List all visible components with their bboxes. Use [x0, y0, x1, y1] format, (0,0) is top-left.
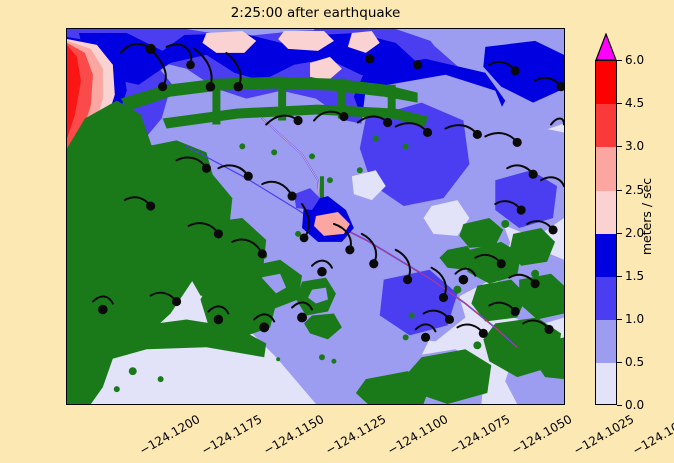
- colorbar[interactable]: 6.0 4.5 3.0 2.5 2.0 1.5 1.0 0.5 0.0: [595, 28, 644, 412]
- x-tickmark: [443, 404, 444, 405]
- colorbar-band-1.0-1.5: [596, 277, 616, 321]
- colorbar-tick-label: 4.5: [625, 96, 645, 111]
- colorbar-band-0.5-1.0: [596, 320, 616, 364]
- velocity-field-map: [67, 29, 564, 404]
- colorbar-tick-label: 1.5: [625, 269, 645, 283]
- colorbar-tickmark: [617, 405, 622, 407]
- colorbar-tickmark: [617, 319, 622, 321]
- x-tick-label: −124.1000: [630, 412, 674, 458]
- colorbar-tick-label: 6.0: [625, 53, 645, 67]
- colorbar-tick-label: 2.0: [625, 225, 645, 240]
- x-tick-label: −124.1075: [447, 412, 513, 458]
- triangle-up-icon: [595, 33, 617, 61]
- colorbar-tickmark: [617, 189, 622, 191]
- colorbar-band-4.5-6.0: [596, 61, 616, 105]
- x-tickmark: [195, 404, 196, 405]
- y-tickmark: [66, 244, 67, 245]
- colorbar-tick-label: 0.5: [625, 355, 645, 370]
- x-tickmark: [71, 404, 72, 405]
- colorbar-band-2.5-3.0: [596, 147, 616, 191]
- x-tick-label: −124.1200: [137, 412, 203, 458]
- colorbar-tickmark: [617, 232, 622, 234]
- y-tickmark: [66, 100, 67, 101]
- y-tickmark: [66, 387, 67, 388]
- x-tick-label: −124.1050: [509, 412, 575, 458]
- colorbar-band-1.5-2.0: [596, 233, 616, 277]
- colorbar-tick-label: 0.0: [625, 398, 645, 412]
- colorbar-gradient: [595, 60, 617, 405]
- x-tickmark: [319, 404, 320, 405]
- page-title: 2:25:00 after earthquake: [230, 5, 401, 21]
- colorbar-band-2.0-2.5: [596, 190, 616, 234]
- x-tickmark: [133, 404, 134, 405]
- x-tick-label: −124.1150: [261, 412, 327, 458]
- colorbar-tick-label: 1.0: [625, 312, 645, 327]
- y-tickmark: [66, 315, 67, 316]
- x-tick-label: −124.1025: [571, 412, 637, 458]
- colorbar-band-0.0-0.5: [596, 363, 616, 404]
- colorbar-tickmark: [617, 146, 622, 148]
- y-tickmark: [66, 172, 67, 173]
- colorbar-tick-label: 3.0: [625, 139, 645, 154]
- colorbar-axis-label: meters / sec: [639, 177, 654, 256]
- x-tickmark: [562, 404, 563, 405]
- x-tickmark: [505, 404, 506, 405]
- x-tickmark: [257, 404, 258, 405]
- colorbar-tickmark: [617, 60, 622, 62]
- colorbar-tickmark: [617, 276, 622, 278]
- colorbar-tickmark: [617, 103, 622, 105]
- x-tick-label: −124.1175: [199, 412, 265, 458]
- x-tick-label: −124.1100: [385, 412, 451, 458]
- colorbar-band-3.0-4.5: [596, 104, 616, 148]
- colorbar-tickmark: [617, 362, 622, 364]
- x-tick-label: −124.1125: [323, 412, 389, 458]
- colorbar-tick-label: 2.5: [625, 182, 645, 197]
- x-tickmark: [381, 404, 382, 405]
- map-axes[interactable]: 46.912 46.910 46.908 46.906 46.904: [66, 28, 565, 405]
